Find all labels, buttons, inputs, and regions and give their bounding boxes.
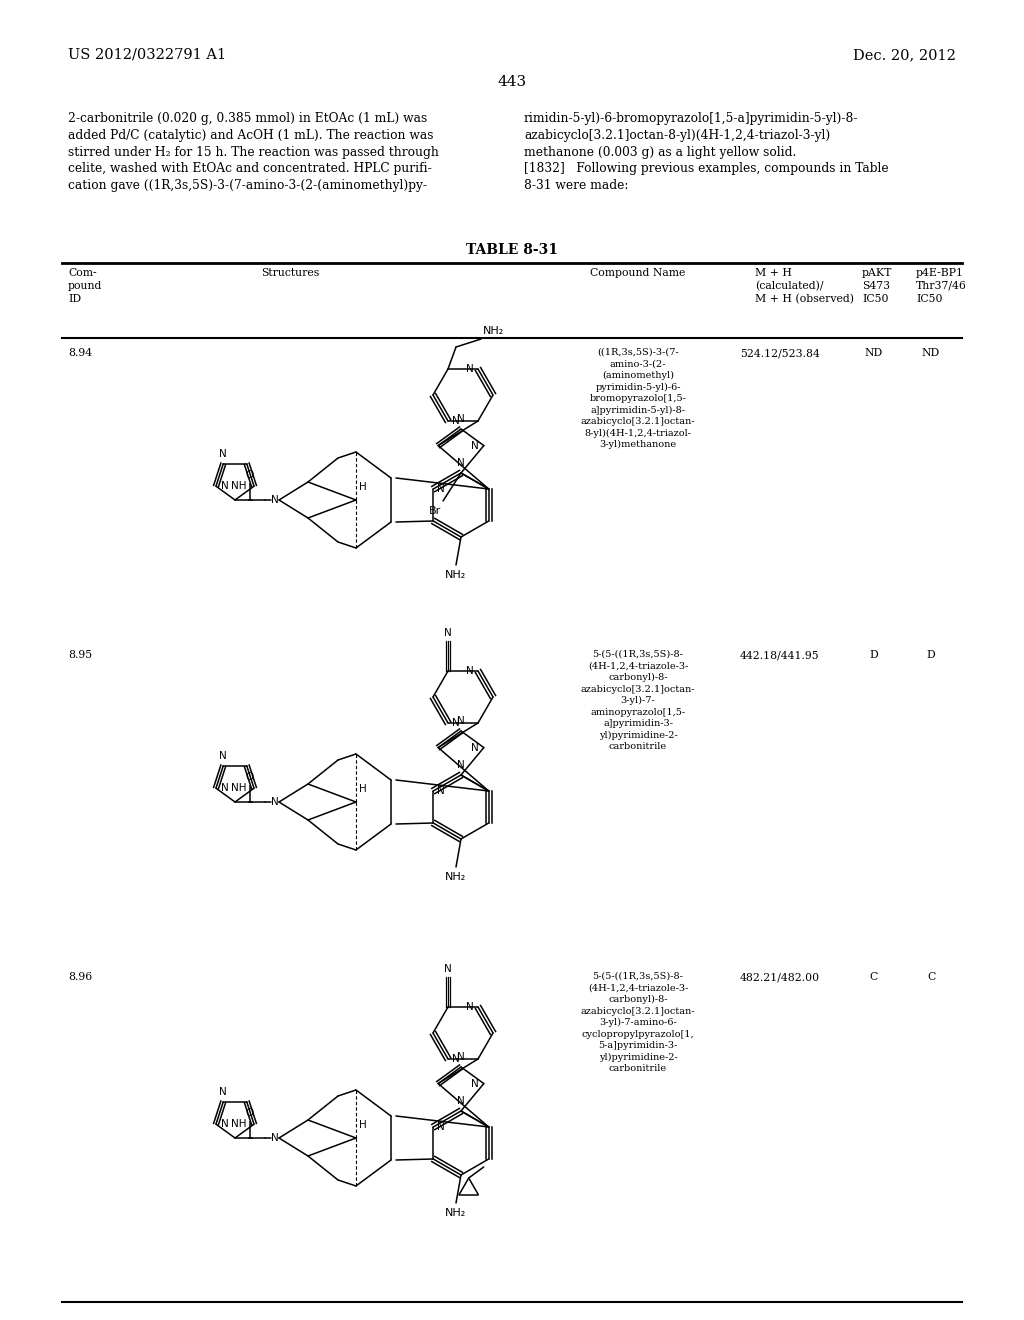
Text: N: N (471, 743, 479, 752)
Text: 2-carbonitrile (0.020 g, 0.385 mmol) in EtOAc (1 mL) was
added Pd/C (catalytic) : 2-carbonitrile (0.020 g, 0.385 mmol) in … (68, 112, 439, 193)
Text: NH₂: NH₂ (445, 1208, 467, 1218)
Text: 482.21/482.00: 482.21/482.00 (740, 972, 820, 982)
Text: N: N (457, 458, 465, 469)
Text: N: N (221, 482, 228, 491)
Text: N: N (457, 760, 465, 770)
Text: 5-(5-((1R,3s,5S)-8-
(4H-1,2,4-triazole-3-
carbonyl)-8-
azabicyclo[3.2.1]octan-
3: 5-(5-((1R,3s,5S)-8- (4H-1,2,4-triazole-3… (581, 649, 695, 751)
Text: N: N (219, 751, 227, 760)
Text: 8.96: 8.96 (68, 972, 92, 982)
Text: O: O (246, 772, 254, 781)
Text: Structures: Structures (261, 268, 319, 279)
Text: rimidin-5-yl)-6-bromopyrazolo[1,5-a]pyrimidin-5-yl)-8-
azabicyclo[3.2.1]octan-8-: rimidin-5-yl)-6-bromopyrazolo[1,5-a]pyri… (524, 112, 889, 193)
Text: H: H (359, 1119, 367, 1130)
Text: N: N (271, 1133, 279, 1143)
Text: Dec. 20, 2012: Dec. 20, 2012 (853, 48, 956, 62)
Text: p4E-BP1
Thr37/46
IC50: p4E-BP1 Thr37/46 IC50 (916, 268, 967, 304)
Text: N: N (221, 1119, 228, 1129)
Text: C: C (927, 972, 935, 982)
Text: N: N (221, 783, 228, 793)
Text: N: N (466, 667, 474, 676)
Text: NH: NH (230, 783, 246, 793)
Text: pAKT
S473
IC50: pAKT S473 IC50 (862, 268, 892, 304)
Text: 8.95: 8.95 (68, 649, 92, 660)
Text: N: N (452, 718, 460, 729)
Text: N: N (271, 797, 279, 807)
Text: 5-(5-((1R,3s,5S)-8-
(4H-1,2,4-triazole-3-
carbonyl)-8-
azabicyclo[3.2.1]octan-
3: 5-(5-((1R,3s,5S)-8- (4H-1,2,4-triazole-3… (581, 972, 695, 1073)
Text: N: N (437, 785, 445, 796)
Text: NH: NH (230, 482, 246, 491)
Text: 443: 443 (498, 75, 526, 88)
Text: C: C (869, 972, 879, 982)
Text: D: D (927, 649, 935, 660)
Text: N: N (219, 1086, 227, 1097)
Text: NH: NH (230, 1119, 246, 1129)
Text: N: N (471, 1078, 479, 1089)
Text: H: H (359, 482, 367, 492)
Text: Compound Name: Compound Name (590, 268, 686, 279)
Text: US 2012/0322791 A1: US 2012/0322791 A1 (68, 48, 226, 62)
Text: N: N (437, 484, 445, 494)
Text: N: N (452, 1053, 460, 1064)
Text: Com-
pound
ID: Com- pound ID (68, 268, 102, 304)
Text: Br: Br (429, 506, 441, 516)
Text: NH₂: NH₂ (445, 570, 467, 579)
Text: H: H (359, 784, 367, 795)
Text: N: N (457, 715, 465, 726)
Text: ((1R,3s,5S)-3-(7-
amino-3-(2-
(aminomethyl)
pyrimidin-5-yl)-6-
bromopyrazolo[1,5: ((1R,3s,5S)-3-(7- amino-3-(2- (aminometh… (581, 348, 695, 449)
Text: N: N (437, 1122, 445, 1133)
Text: TABLE 8-31: TABLE 8-31 (466, 243, 558, 257)
Text: N: N (219, 449, 227, 459)
Text: 8.94: 8.94 (68, 348, 92, 358)
Text: O: O (246, 470, 254, 480)
Text: N: N (457, 1096, 465, 1106)
Text: M + H
(calculated)/
M + H (observed): M + H (calculated)/ M + H (observed) (755, 268, 854, 305)
Text: ND: ND (922, 348, 940, 358)
Text: 524.12/523.84: 524.12/523.84 (740, 348, 820, 358)
Text: ND: ND (865, 348, 883, 358)
Text: N: N (452, 416, 460, 426)
Text: N: N (444, 628, 452, 638)
Text: NH₂: NH₂ (483, 326, 504, 337)
Text: NH₂: NH₂ (445, 873, 467, 882)
Text: N: N (457, 414, 465, 424)
Text: N: N (457, 1052, 465, 1063)
Text: N: N (466, 364, 474, 374)
Text: N: N (466, 1002, 474, 1012)
Text: N: N (444, 964, 452, 974)
Text: D: D (869, 649, 879, 660)
Text: N: N (471, 441, 479, 450)
Text: N: N (271, 495, 279, 506)
Text: O: O (246, 1107, 254, 1118)
Text: 442.18/441.95: 442.18/441.95 (740, 649, 820, 660)
